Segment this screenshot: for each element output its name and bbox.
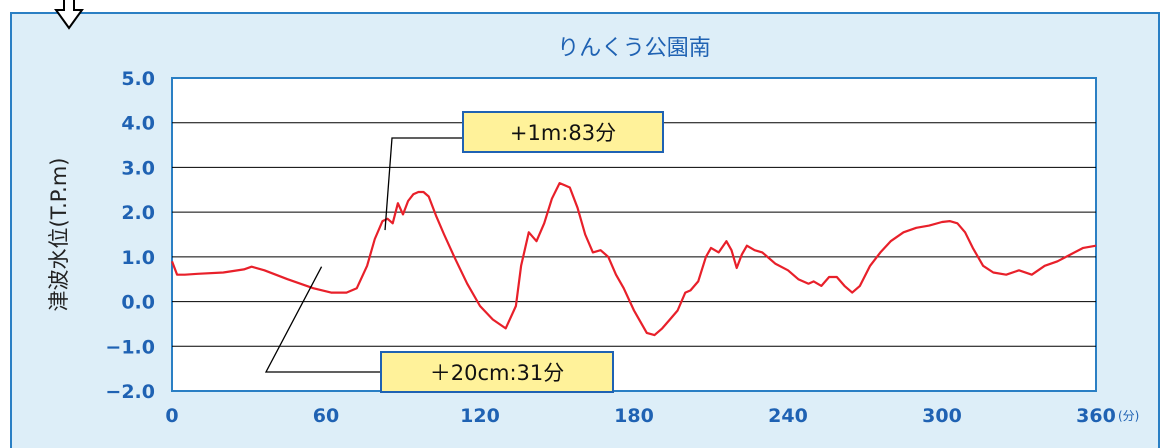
x-tick-label: 0 bbox=[165, 405, 178, 427]
y-tick-label: 2.0 bbox=[121, 202, 155, 224]
series-layer bbox=[170, 182, 1097, 337]
y-tick-label: 3.0 bbox=[121, 157, 155, 179]
annotation-label: +1m:83分 bbox=[510, 121, 616, 145]
x-tick-label: 60 bbox=[313, 405, 339, 427]
x-unit-label: (分) bbox=[1118, 409, 1139, 423]
annotation-box bbox=[380, 351, 614, 393]
annotation-box bbox=[462, 111, 664, 153]
y-tick-label: 0.0 bbox=[121, 292, 155, 314]
annotations-layer: +1m:83分 ＋20cm:31分 bbox=[264, 111, 664, 393]
annotation-leader bbox=[264, 266, 380, 373]
y-tick-label: −1.0 bbox=[105, 336, 155, 358]
y-tick-label: 1.0 bbox=[121, 247, 155, 269]
series-line bbox=[170, 182, 1097, 337]
x-tick-label: 240 bbox=[768, 405, 808, 427]
annotation-leader bbox=[384, 137, 462, 231]
x-tick-labels: 0 60 120 180 240 300 360 bbox=[165, 405, 1115, 427]
y-tick-label: 5.0 bbox=[121, 68, 155, 90]
y-tick-labels: 5.0 4.0 3.0 2.0 1.0 0.0 −1.0 −2.0 bbox=[105, 68, 155, 403]
annotation-label: ＋20cm:31分 bbox=[430, 361, 565, 385]
x-tick-label: 120 bbox=[460, 405, 500, 427]
y-tick-label: 4.0 bbox=[121, 113, 155, 135]
chart-title: りんくう公園南 bbox=[557, 36, 711, 61]
y-tick-label: −2.0 bbox=[105, 381, 155, 403]
down-arrow-icon bbox=[54, 0, 84, 30]
y-axis-label: 津波水位(T.P.m) bbox=[47, 158, 71, 312]
x-tick-label: 300 bbox=[922, 405, 962, 427]
x-tick-label: 360 bbox=[1076, 405, 1116, 427]
x-tick-label: 180 bbox=[614, 405, 654, 427]
